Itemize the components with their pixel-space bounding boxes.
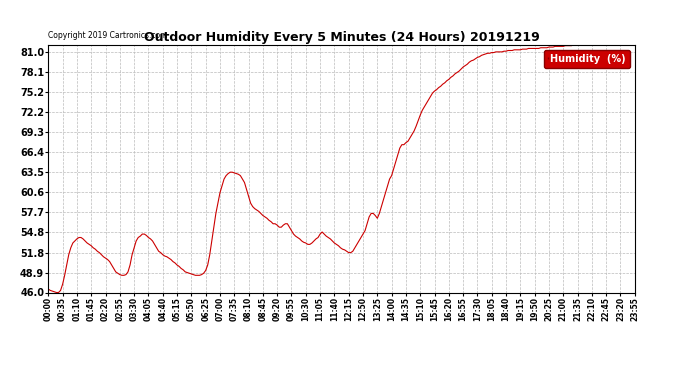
Text: Copyright 2019 Cartronics.com: Copyright 2019 Cartronics.com <box>48 31 168 40</box>
Title: Outdoor Humidity Every 5 Minutes (24 Hours) 20191219: Outdoor Humidity Every 5 Minutes (24 Hou… <box>144 31 540 44</box>
Legend: Humidity  (%): Humidity (%) <box>544 50 630 68</box>
